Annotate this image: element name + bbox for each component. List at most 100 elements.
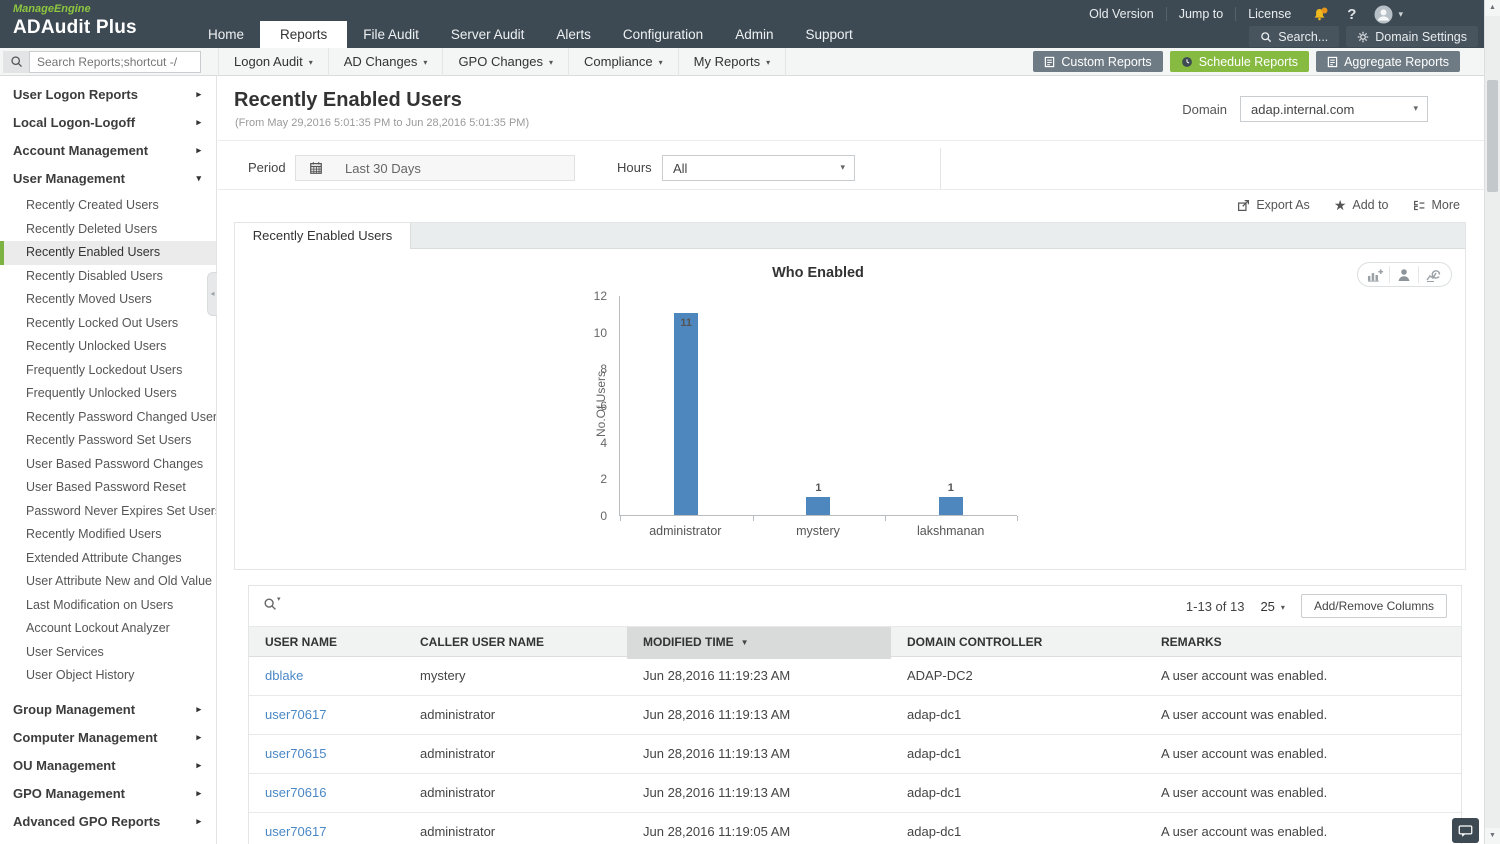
search-icon[interactable]	[3, 50, 29, 73]
brand-logo[interactable]: ManageEngine ADAudit Plus	[13, 3, 137, 40]
sidebar-item-last-modification-on-users[interactable]: Last Modification on Users	[26, 597, 174, 612]
sidebar-item-recently-unlocked-users[interactable]: Recently Unlocked Users	[26, 339, 167, 353]
sidebar-item-recently-disabled-users[interactable]: Recently Disabled Users	[26, 268, 163, 283]
period-picker[interactable]: Last 30 Days	[295, 155, 575, 181]
reports-toolbar: Logon Audit▾AD Changes▾GPO Changes▾Compl…	[0, 47, 1500, 76]
sidebar-item-recently-moved-users[interactable]: Recently Moved Users	[26, 292, 152, 306]
chart-bar[interactable]	[938, 496, 963, 515]
sidebar-item-recently-modified-users[interactable]: Recently Modified Users	[26, 527, 162, 541]
table-row: user70617 administrator Jun 28,2016 11:19:…	[249, 813, 1461, 844]
menu-ad-changes[interactable]: AD Changes ▾	[329, 47, 444, 76]
menu-gpo-changes[interactable]: GPO Changes ▾	[443, 47, 569, 76]
nav-tab-file-audit[interactable]: File Audit	[363, 27, 419, 42]
sidebar-item-recently-password-changed-users[interactable]: Recently Password Changed Users	[26, 409, 217, 424]
sidebar-item-user-based-password-changes[interactable]: User Based Password Changes	[26, 456, 204, 471]
global-search-button[interactable]: Search...	[1249, 26, 1340, 47]
sidebar-section-ou-management[interactable]: OU Management ▸	[0, 752, 216, 780]
sidebar-section-account-management[interactable]: Account Management ▸	[0, 136, 216, 164]
user-avatar-icon[interactable]: ▾	[1374, 5, 1403, 24]
table-cell: A user account was enabled.	[1161, 668, 1328, 683]
menu-compliance[interactable]: Compliance ▾	[569, 47, 679, 76]
sidebar-item-recently-deleted-users[interactable]: Recently Deleted Users	[26, 221, 158, 236]
refresh-chart-icon[interactable]	[1419, 266, 1448, 283]
menu-my-reports[interactable]: My Reports ▾	[679, 47, 787, 76]
sidebar-section-gpo-management[interactable]: GPO Management ▸	[0, 780, 216, 808]
nav-tab-server-audit[interactable]: Server Audit	[450, 27, 525, 42]
user-name-link[interactable]: user70617	[265, 824, 327, 839]
nav-tab-reports[interactable]: Reports	[260, 21, 348, 48]
domain-select[interactable]: adap.internal.com ▾	[1240, 96, 1428, 122]
table-cell: adap-dc1	[907, 707, 962, 722]
scrollbar-thumb[interactable]	[1487, 80, 1498, 192]
sidebar-item-recently-password-set-users[interactable]: Recently Password Set Users	[26, 433, 192, 447]
vertical-scrollbar[interactable]: ▲ ▼	[1484, 0, 1500, 844]
sidebar-item-recently-enabled-users[interactable]: Recently Enabled Users	[0, 241, 216, 265]
schedule-reports-button[interactable]: Schedule Reports	[1169, 51, 1310, 72]
tab-recently-enabled-users[interactable]: Recently Enabled Users	[235, 223, 411, 249]
domain-settings-button[interactable]: Domain Settings	[1346, 26, 1478, 47]
sidebar-item-extended-attribute-changes[interactable]: Extended Attribute Changes	[26, 550, 182, 565]
sidebar-item-recently-locked-out-users[interactable]: Recently Locked Out Users	[26, 315, 179, 330]
report-menus: Logon Audit ▾ AD Changes ▾ GPO Changes ▾ Compl…	[218, 47, 787, 76]
export-as-button[interactable]: Export As	[1237, 198, 1310, 212]
user-chart-icon[interactable]	[1390, 266, 1419, 283]
sidebar-section-local-logon-logoff[interactable]: Local Logon-Logoff ▸	[0, 108, 216, 136]
hours-label: Hours	[617, 160, 652, 175]
menu-logon-audit[interactable]: Logon Audit ▾	[219, 47, 329, 76]
scroll-up-arrow[interactable]: ▲	[1485, 0, 1500, 16]
user-name-link[interactable]: user70617	[265, 707, 327, 722]
sidebar-section-advanced-gpo-reports[interactable]: Advanced GPO Reports ▸	[0, 808, 216, 836]
sidebar-item-frequently-unlocked-users[interactable]: Frequently Unlocked Users	[26, 386, 177, 400]
notification-bell-icon[interactable]	[1312, 6, 1329, 23]
table-cell: Jun 28,2016 11:19:13 AM	[643, 746, 791, 761]
sidebar-item-user-services[interactable]: User Services	[26, 644, 104, 659]
sidebar-section-group-management[interactable]: Group Management ▸	[0, 696, 216, 724]
utility-link-jump-to[interactable]: Jump to	[1167, 7, 1237, 21]
column-header-modified-time[interactable]: MODIFIED TIME ▼	[627, 627, 891, 659]
column-header-user-name[interactable]: USER NAME	[265, 635, 338, 649]
add-to-button[interactable]: ★ Add to	[1334, 198, 1389, 212]
table-search-icon[interactable]: ▾	[263, 596, 281, 611]
sidebar-section-user-management[interactable]: User Management ▾	[0, 164, 216, 192]
utility-link-license[interactable]: License	[1248, 7, 1292, 21]
sidebar-item-user-based-password-reset[interactable]: User Based Password Reset	[26, 480, 186, 494]
user-name-link[interactable]: user70616	[265, 785, 327, 800]
chart-bar[interactable]	[806, 496, 831, 515]
sidebar-section-computer-management[interactable]: Computer Management ▸	[0, 724, 216, 752]
add-chart-icon[interactable]	[1361, 266, 1390, 283]
nav-tab-support[interactable]: Support	[805, 27, 853, 42]
scroll-down-arrow[interactable]: ▼	[1485, 828, 1500, 844]
sidebar-item-password-never-expires-set-users[interactable]: Password Never Expires Set Users	[26, 503, 217, 518]
sidebar-item-account-lockout-analyzer[interactable]: Account Lockout Analyzer	[26, 621, 170, 635]
user-name-link[interactable]: user70615	[265, 746, 327, 761]
caret-right-icon: ▸	[196, 760, 201, 770]
feedback-chat-icon[interactable]	[1452, 818, 1479, 843]
sidebar-section-user-logon-reports[interactable]: User Logon Reports ▸	[0, 80, 216, 108]
hours-select[interactable]: All ▾	[662, 155, 855, 181]
more-button[interactable]: More	[1413, 198, 1460, 212]
add-remove-columns-button[interactable]: Add/Remove Columns	[1300, 594, 1447, 618]
search-input[interactable]	[29, 50, 201, 73]
page-size-select[interactable]: 25 ▾	[1260, 599, 1284, 614]
user-name-link[interactable]: dblake	[265, 668, 304, 683]
chart-tabstrip: Recently Enabled Users	[235, 223, 1465, 249]
sidebar-item-recently-created-users[interactable]: Recently Created Users	[26, 198, 159, 212]
column-header-caller-user-name[interactable]: CALLER USER NAME	[420, 635, 545, 649]
nav-tab-alerts[interactable]: Alerts	[556, 27, 591, 42]
nav-tab-admin[interactable]: Admin	[735, 27, 774, 42]
utility-link-old-version[interactable]: Old Version	[1077, 7, 1167, 21]
column-header-remarks[interactable]: REMARKS	[1161, 635, 1222, 649]
help-icon[interactable]: ?	[1347, 5, 1357, 23]
aggregate-reports-button[interactable]: Aggregate Reports	[1316, 51, 1460, 72]
sidebar-item-user-attribute-new-and-old-value[interactable]: User Attribute New and Old Value	[26, 574, 212, 588]
nav-tab-configuration[interactable]: Configuration	[622, 27, 704, 42]
nav-tab-home[interactable]: Home	[208, 27, 245, 42]
chart-bar[interactable]	[674, 313, 699, 515]
custom-reports-button[interactable]: Custom Reports	[1033, 51, 1163, 72]
sidebar-item-frequently-lockedout-users[interactable]: Frequently Lockedout Users	[26, 362, 183, 377]
y-axis-tick: 12	[593, 289, 607, 303]
sidebar-item-user-object-history[interactable]: User Object History	[26, 668, 135, 682]
sidebar-collapse-handle[interactable]: ◂	[207, 272, 217, 316]
sidebar-section-other-ad-objects-changes[interactable]: Other AD Objects Changes▸	[0, 836, 216, 844]
column-header-domain-controller[interactable]: DOMAIN CONTROLLER	[907, 635, 1043, 649]
